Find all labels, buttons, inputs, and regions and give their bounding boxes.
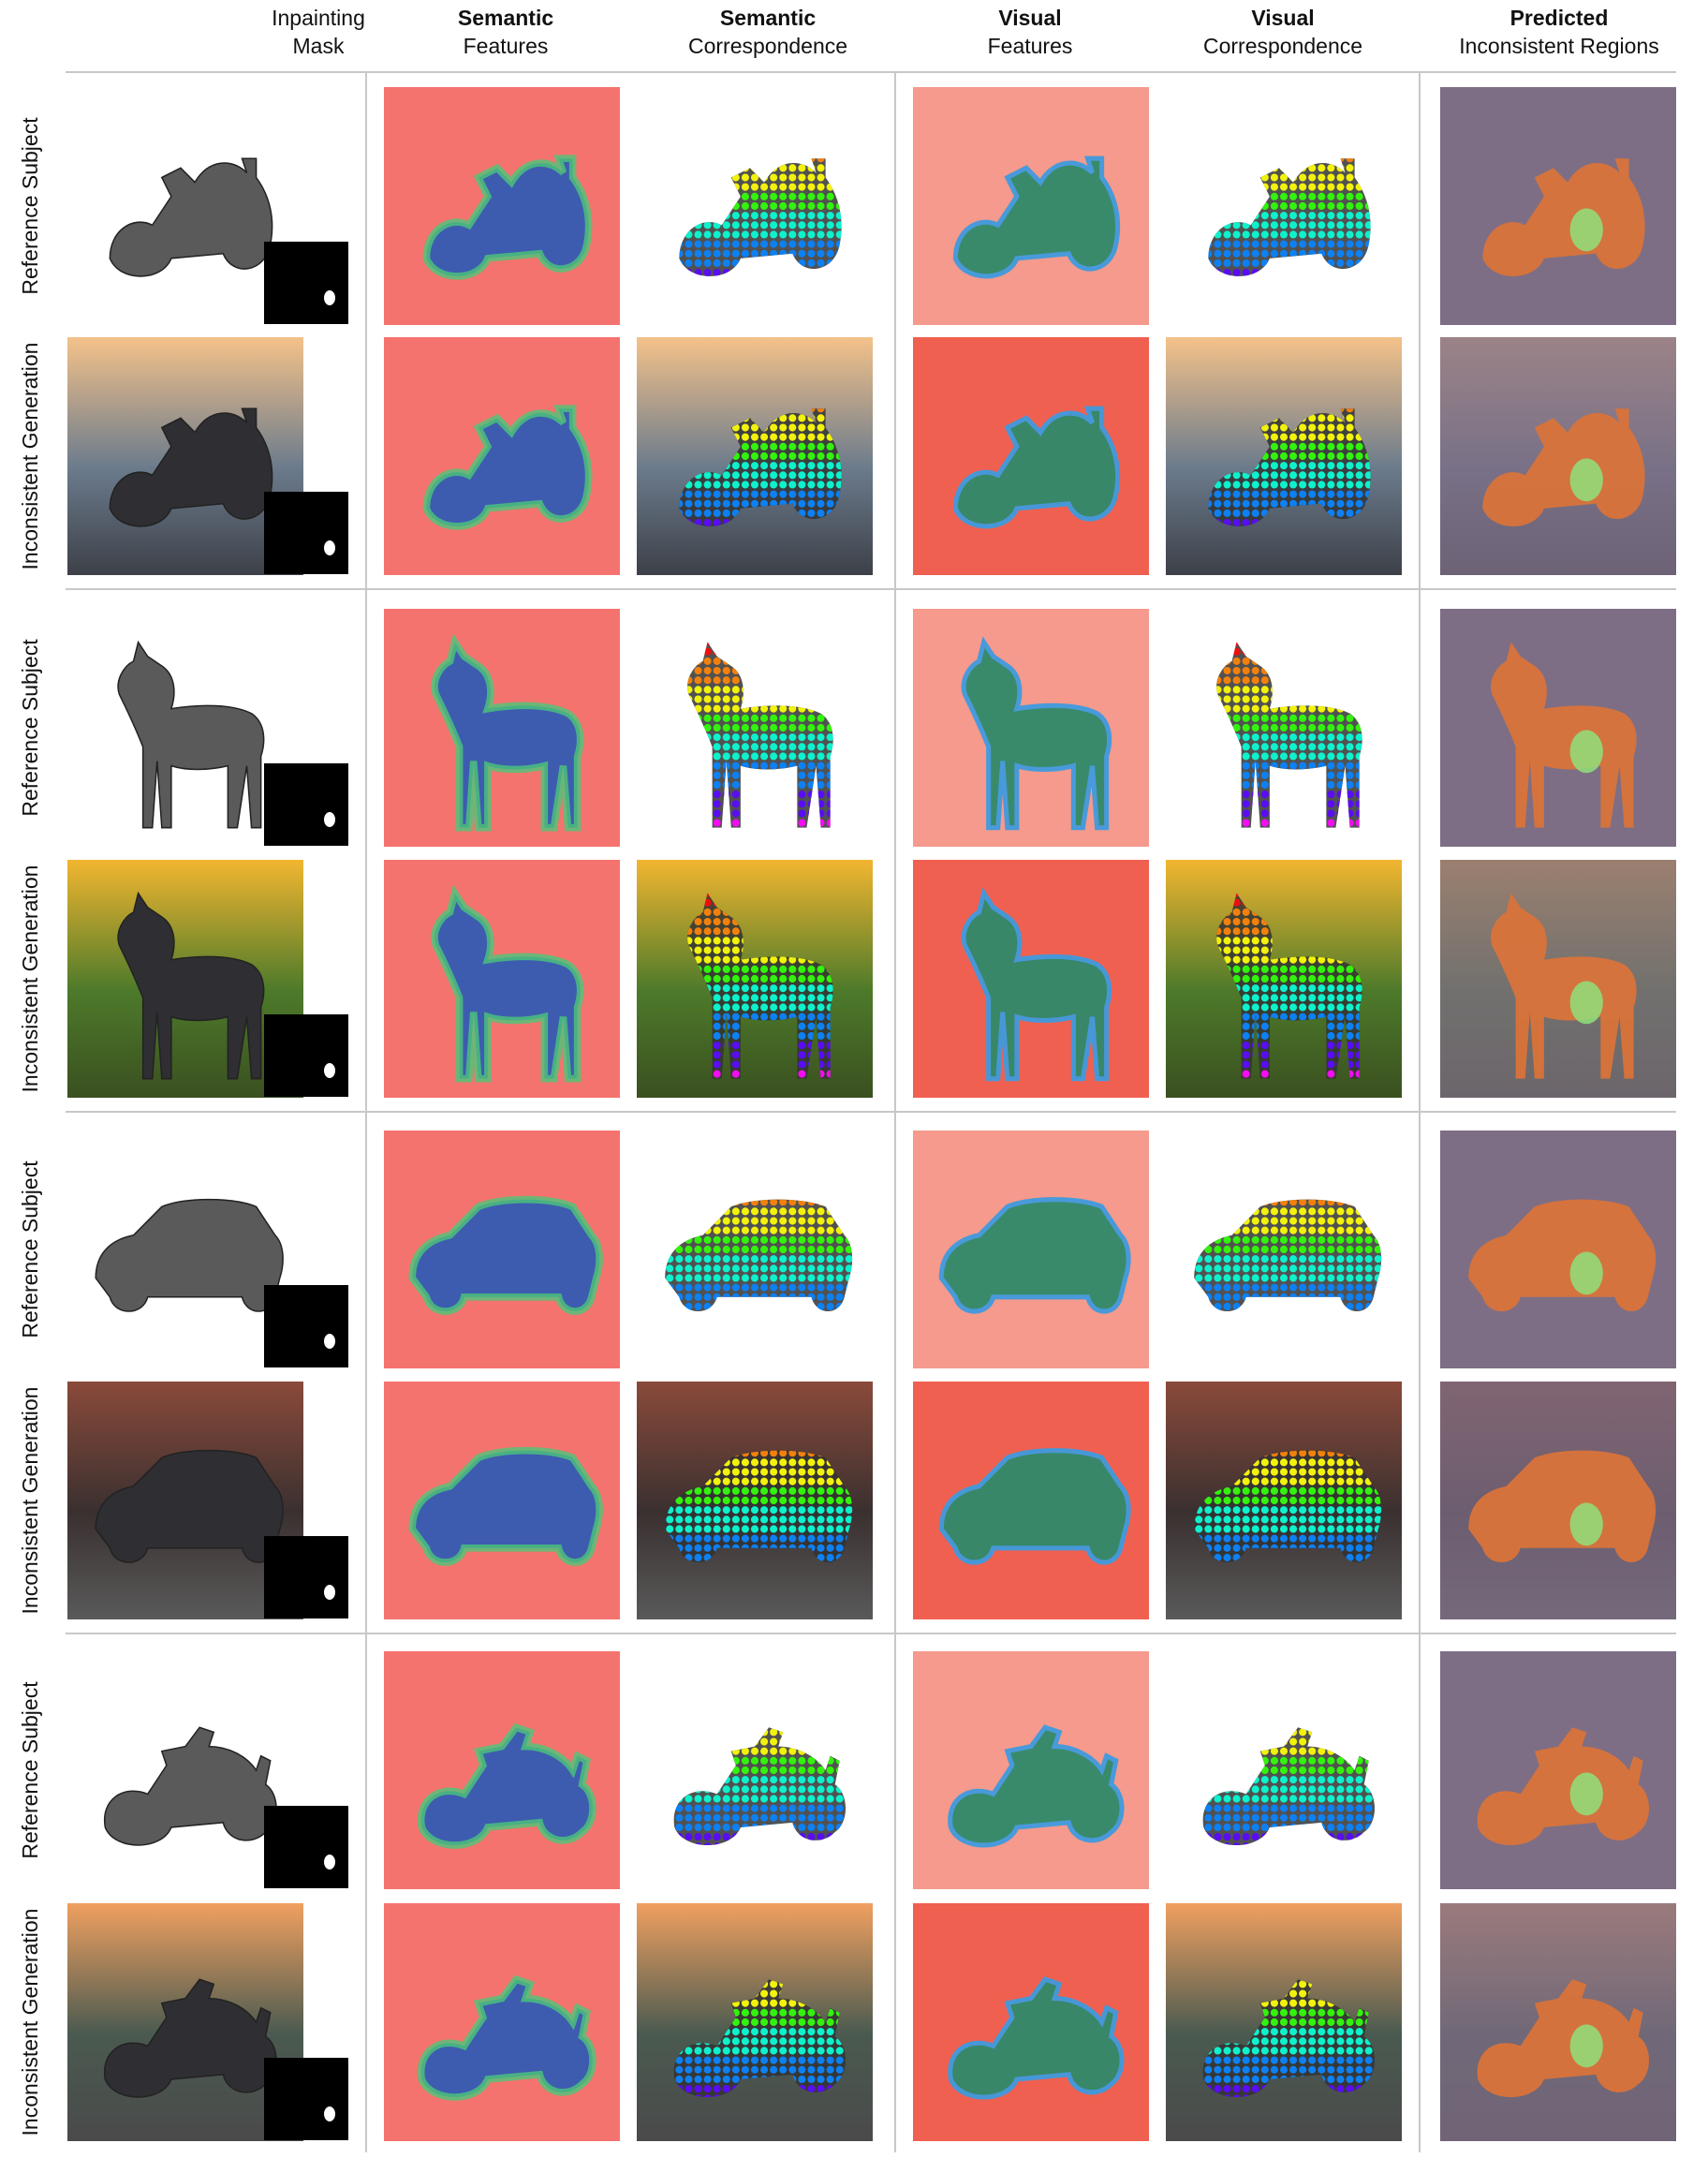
- predicted-inconsistent-regions-image: [1440, 1903, 1676, 2141]
- row-label-inconsistent-generation: Inconsistent Generation: [18, 1908, 42, 2136]
- inpainting-mask-thumbnail: [264, 1536, 348, 1618]
- semantic-correspondence-image: [637, 1651, 873, 1889]
- semantic-features-image: [384, 87, 620, 325]
- visual-features-image: [913, 1131, 1149, 1368]
- row-label-inconsistent-generation: Inconsistent Generation: [18, 342, 42, 570]
- visual-features-image: [913, 87, 1149, 325]
- semantic-features-image: [384, 1903, 620, 2141]
- header-predicted-inconsistent-regions: Predicted Inconsistent Regions: [1459, 6, 1659, 58]
- visual-correspondence-image: [1166, 609, 1402, 847]
- semantic-features-image: [384, 1651, 620, 1889]
- input-image-image: [67, 87, 303, 325]
- semantic-features-image: [384, 1382, 620, 1619]
- row-label-reference-subject: Reference Subject: [18, 1160, 42, 1338]
- visual-correspondence-image: [1166, 1382, 1402, 1619]
- predicted-inconsistent-regions-image: [1440, 1382, 1676, 1619]
- visual-correspondence-image: [1166, 1651, 1402, 1889]
- column-separator: [1419, 73, 1421, 2152]
- visual-correspondence-image: [1166, 337, 1402, 575]
- semantic-correspondence-image: [637, 860, 873, 1098]
- inpainting-mask-thumbnail: [264, 1014, 348, 1097]
- inpainting-mask-thumbnail: [264, 242, 348, 324]
- input-image-image: [67, 1131, 303, 1368]
- predicted-inconsistent-regions-image: [1440, 1131, 1676, 1368]
- visual-correspondence-image: [1166, 1131, 1402, 1368]
- predicted-inconsistent-regions-image: [1440, 609, 1676, 847]
- inpainting-mask-thumbnail: [264, 2058, 348, 2140]
- predicted-inconsistent-regions-image: [1440, 860, 1676, 1098]
- predicted-inconsistent-regions-image: [1440, 337, 1676, 575]
- group-separator: [66, 1633, 1676, 1634]
- semantic-correspondence-image: [637, 1131, 873, 1368]
- header-inpainting-mask: Inpainting Mask: [272, 6, 365, 58]
- row-label-reference-subject: Reference Subject: [18, 639, 42, 817]
- inpainting-mask-thumbnail: [264, 763, 348, 846]
- visual-correspondence-image: [1166, 1903, 1402, 2141]
- semantic-correspondence-image: [637, 609, 873, 847]
- header-visual-correspondence: Visual Correspondence: [1202, 6, 1363, 58]
- inpainting-mask-thumbnail: [264, 1806, 348, 1888]
- visual-features-image: [913, 1651, 1149, 1889]
- inpainting-mask-thumbnail: [264, 492, 348, 574]
- semantic-features-image: [384, 609, 620, 847]
- header-visual-features: Visual Features: [987, 6, 1073, 58]
- column-separator: [894, 73, 896, 2152]
- row-label-inconsistent-generation: Inconsistent Generation: [18, 865, 42, 1093]
- semantic-features-image: [384, 337, 620, 575]
- group-separator: [66, 588, 1676, 590]
- semantic-features-image: [384, 1131, 620, 1368]
- input-image-image: [67, 1903, 303, 2141]
- visual-features-image: [913, 1382, 1149, 1619]
- row-label-reference-subject: Reference Subject: [18, 117, 42, 295]
- visual-features-image: [913, 1903, 1149, 2141]
- semantic-features-image: [384, 860, 620, 1098]
- semantic-correspondence-image: [637, 87, 873, 325]
- inpainting-mask-thumbnail: [264, 1285, 348, 1367]
- predicted-inconsistent-regions-image: [1440, 1651, 1676, 1889]
- visual-features-image: [913, 337, 1149, 575]
- semantic-correspondence-image: [637, 1382, 873, 1619]
- semantic-correspondence-image: [637, 1903, 873, 2141]
- header-semantic-correspondence: Semantic Correspondence: [687, 6, 848, 58]
- row-label-reference-subject: Reference Subject: [18, 1681, 42, 1859]
- semantic-correspondence-image: [637, 337, 873, 575]
- header-semantic-features: Semantic Features: [457, 6, 554, 58]
- header-separator: [66, 71, 1676, 73]
- visual-features-image: [913, 860, 1149, 1098]
- column-separator: [365, 73, 367, 2152]
- visual-correspondence-image: [1166, 860, 1402, 1098]
- visual-correspondence-image: [1166, 87, 1402, 325]
- visual-features-image: [913, 609, 1149, 847]
- predicted-inconsistent-regions-image: [1440, 87, 1676, 325]
- group-separator: [66, 1111, 1676, 1113]
- row-label-inconsistent-generation: Inconsistent Generation: [18, 1386, 42, 1615]
